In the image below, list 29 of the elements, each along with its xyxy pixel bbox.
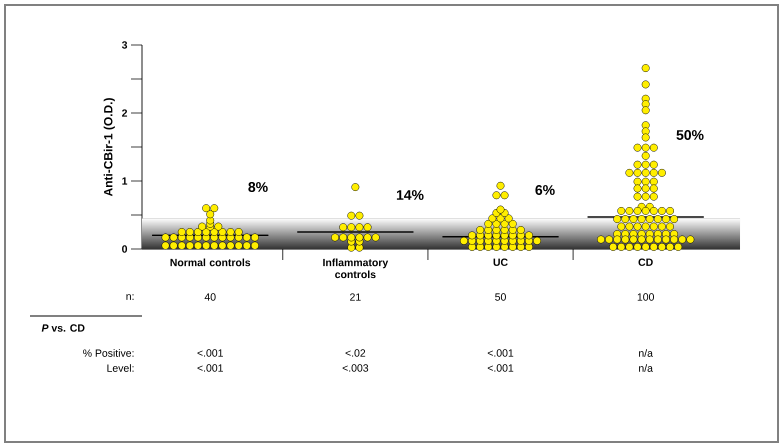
text: <.003 bbox=[342, 364, 368, 372]
y-tick-label: 1 bbox=[122, 177, 128, 185]
text: n: bbox=[126, 294, 134, 300]
text: <.001 bbox=[198, 349, 223, 357]
text: n/a bbox=[639, 349, 653, 357]
annotation: 6% bbox=[535, 185, 555, 195]
text: Level: bbox=[107, 364, 134, 372]
text: 50 bbox=[495, 293, 506, 301]
annotation: 50% bbox=[676, 130, 704, 140]
x-tick-label: UC bbox=[494, 258, 508, 266]
text: 21 bbox=[350, 293, 361, 301]
text: <.02 bbox=[346, 349, 366, 357]
text: <.001 bbox=[488, 349, 514, 357]
x-tick-label: CD bbox=[638, 258, 653, 266]
text: % Positive: bbox=[83, 349, 134, 357]
text: n/a bbox=[639, 364, 653, 372]
y-tick-label: 2 bbox=[122, 109, 128, 117]
text: <.001 bbox=[488, 364, 514, 372]
text: 100 bbox=[638, 293, 654, 301]
y-tick-label: 3 bbox=[122, 41, 128, 49]
annotation: 8% bbox=[248, 182, 268, 192]
text: 40 bbox=[204, 293, 216, 301]
annotation: 14% bbox=[396, 190, 424, 200]
x-tick-label: Normal controls bbox=[170, 258, 250, 266]
y-axis-title: Anti-CBir-1 (O.D.) bbox=[104, 98, 115, 196]
x-tick-label: Inflammatory controls bbox=[323, 258, 388, 278]
text: P vs. CD bbox=[42, 324, 84, 332]
text: <.001 bbox=[198, 364, 223, 372]
y-tick-label: 0 bbox=[122, 245, 128, 253]
